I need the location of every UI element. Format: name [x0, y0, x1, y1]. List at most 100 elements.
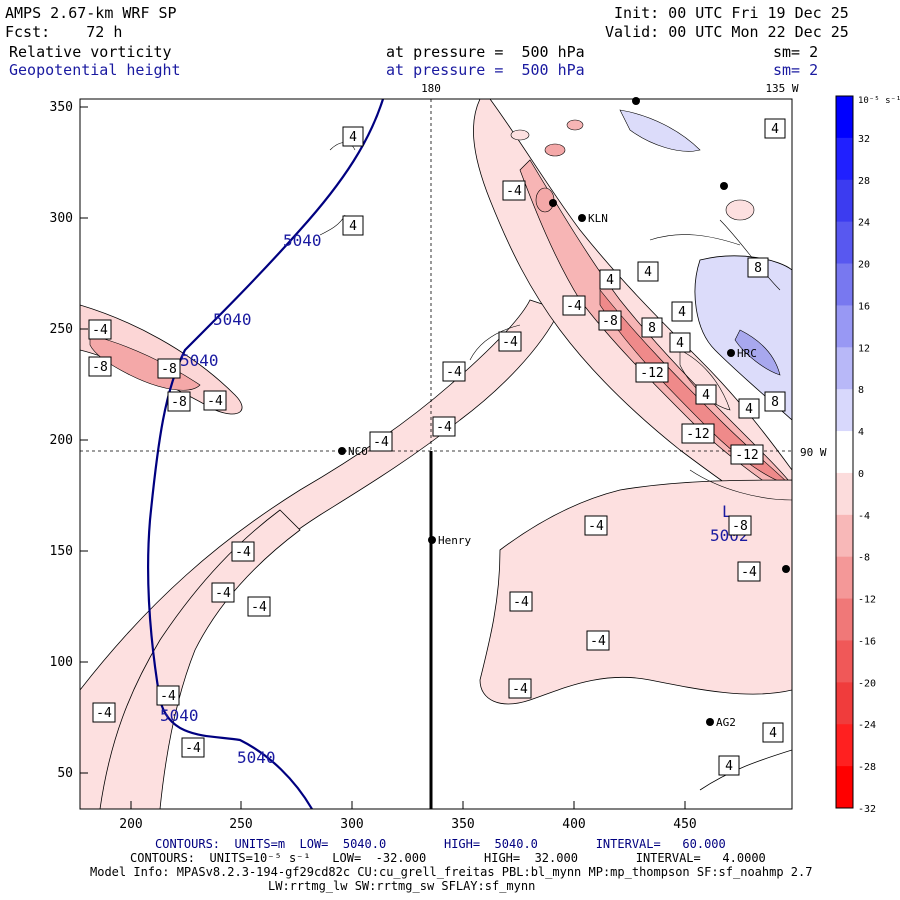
- colorbar-label: -20: [858, 678, 876, 689]
- svg-text:-4: -4: [512, 682, 528, 697]
- x-tick-label: 300: [340, 817, 363, 832]
- height-label: 5040: [180, 351, 219, 370]
- colorbar-label: 16: [858, 301, 870, 312]
- svg-text:-4: -4: [566, 299, 582, 314]
- svg-text:4: 4: [769, 726, 777, 741]
- colorbar-label: 24: [858, 218, 870, 229]
- height-label: 5040: [283, 231, 322, 250]
- colorbar-swatch: [836, 96, 853, 139]
- svg-text:-4: -4: [251, 600, 267, 615]
- vort-label-box: 8: [641, 317, 663, 338]
- colorbar-frame: [835, 95, 854, 809]
- footer-model-info: Model Info: MPASv8.2.3-194-gf29cd82c CU:…: [90, 865, 813, 879]
- field2-level: at pressure = 500 hPa: [386, 61, 585, 79]
- vort-label-box: -4: [211, 582, 235, 603]
- field1-smoothing: sm= 2: [773, 43, 819, 61]
- lon-label-135w: 135 W: [765, 82, 798, 95]
- height-contours: [146, 99, 385, 809]
- vort-label-box: -4: [203, 390, 227, 411]
- vorticity-shading: [80, 99, 792, 809]
- svg-text:-4: -4: [185, 741, 201, 756]
- svg-text:-4: -4: [96, 706, 112, 721]
- vort-label-box: 4: [342, 126, 364, 147]
- colorbar-swatch: [836, 766, 853, 809]
- svg-text:-4: -4: [92, 323, 108, 338]
- station-marker: [727, 349, 735, 357]
- vort-label-box: -12: [730, 444, 764, 465]
- colorbar-swatch: [836, 347, 853, 390]
- vort-label-box: -4: [737, 561, 761, 582]
- x-tick-label: 350: [451, 817, 474, 832]
- svg-text:-4: -4: [588, 519, 604, 534]
- y-tick-label: 100: [50, 655, 73, 670]
- station-marker: [720, 182, 728, 190]
- svg-text:-4: -4: [513, 595, 529, 610]
- colorbar-label: 8: [858, 385, 864, 396]
- vort-label-box: -4: [509, 591, 533, 612]
- field1-level: at pressure = 500 hPa: [386, 43, 585, 61]
- vort-label-box: -4: [369, 431, 393, 452]
- plot-frame: [79, 98, 793, 810]
- colorbar-swatch: [836, 514, 853, 558]
- svg-text:-8: -8: [161, 362, 177, 377]
- y-tick-label: 250: [50, 322, 73, 337]
- station-marker: [782, 565, 790, 573]
- vort-label-box: -4: [156, 685, 180, 706]
- vort-label-box: -4: [181, 737, 205, 758]
- colorbar-swatch: [836, 472, 853, 516]
- vort-label-box: 4: [764, 118, 786, 139]
- colorbar: [835, 95, 854, 809]
- height-label: 5040: [237, 748, 276, 767]
- forecast-hour: Fcst: 72 h: [5, 23, 123, 41]
- svg-text:4: 4: [725, 759, 733, 774]
- colorbar-label: 0: [858, 469, 864, 480]
- svg-text:4: 4: [644, 265, 652, 280]
- svg-text:-8: -8: [602, 314, 618, 329]
- svg-text:-4: -4: [741, 565, 757, 580]
- svg-text:4: 4: [676, 336, 684, 351]
- svg-text:-4: -4: [502, 335, 518, 350]
- vort-label-box: -4: [88, 319, 112, 340]
- svg-text:-12: -12: [686, 427, 709, 442]
- vort-label-box: 4: [762, 722, 784, 743]
- colorbar-swatch: [836, 724, 853, 767]
- vort-label-box: -4: [442, 361, 466, 382]
- colorbar-swatch: [836, 137, 853, 181]
- station-label-nco: NCO: [348, 445, 368, 458]
- vort-label-box: 4: [718, 755, 740, 776]
- vort-label-box: -4: [584, 515, 608, 536]
- station-label-ag2: AG2: [716, 716, 736, 729]
- vort-label-box: 4: [671, 301, 693, 322]
- vort-label-box: 8: [764, 391, 786, 412]
- station-label-hrc: HRC: [737, 347, 757, 360]
- vort-label-box: -12: [681, 423, 715, 444]
- svg-text:-12: -12: [640, 366, 663, 381]
- colorbar-label: 28: [858, 176, 870, 187]
- station-marker: [549, 199, 557, 207]
- vort-label-box: -4: [502, 180, 526, 201]
- colorbar-label: -28: [858, 762, 876, 773]
- lon-label-180: 180: [421, 82, 441, 95]
- vort-label-box: -8: [598, 310, 622, 331]
- station-label-henry: Henry: [438, 534, 471, 547]
- y-tick-label: 200: [50, 433, 73, 448]
- vort-label-box: 4: [738, 398, 760, 419]
- svg-text:4: 4: [349, 219, 357, 234]
- vort-label-box: 8: [747, 257, 769, 278]
- colorbar-label: -12: [858, 595, 876, 606]
- colorbar-label: -4: [858, 511, 870, 522]
- vort-label-box: -4: [562, 295, 586, 316]
- x-tick-label: 400: [562, 817, 585, 832]
- svg-text:-4: -4: [215, 586, 231, 601]
- axis-ticks: [80, 106, 686, 809]
- svg-text:-8: -8: [171, 395, 187, 410]
- valid-time: Valid: 00 UTC Mon 22 Dec 25: [605, 23, 849, 41]
- vort-label-box: 4: [342, 215, 364, 236]
- vort-label-box: -4: [586, 630, 610, 651]
- vort-label-box: 4: [669, 332, 691, 353]
- station-marker: [706, 718, 714, 726]
- vort-label-box: -8: [88, 356, 112, 377]
- svg-text:8: 8: [754, 261, 762, 276]
- vort-label-box: -4: [231, 541, 255, 562]
- field2-name: Geopotential height: [9, 61, 181, 79]
